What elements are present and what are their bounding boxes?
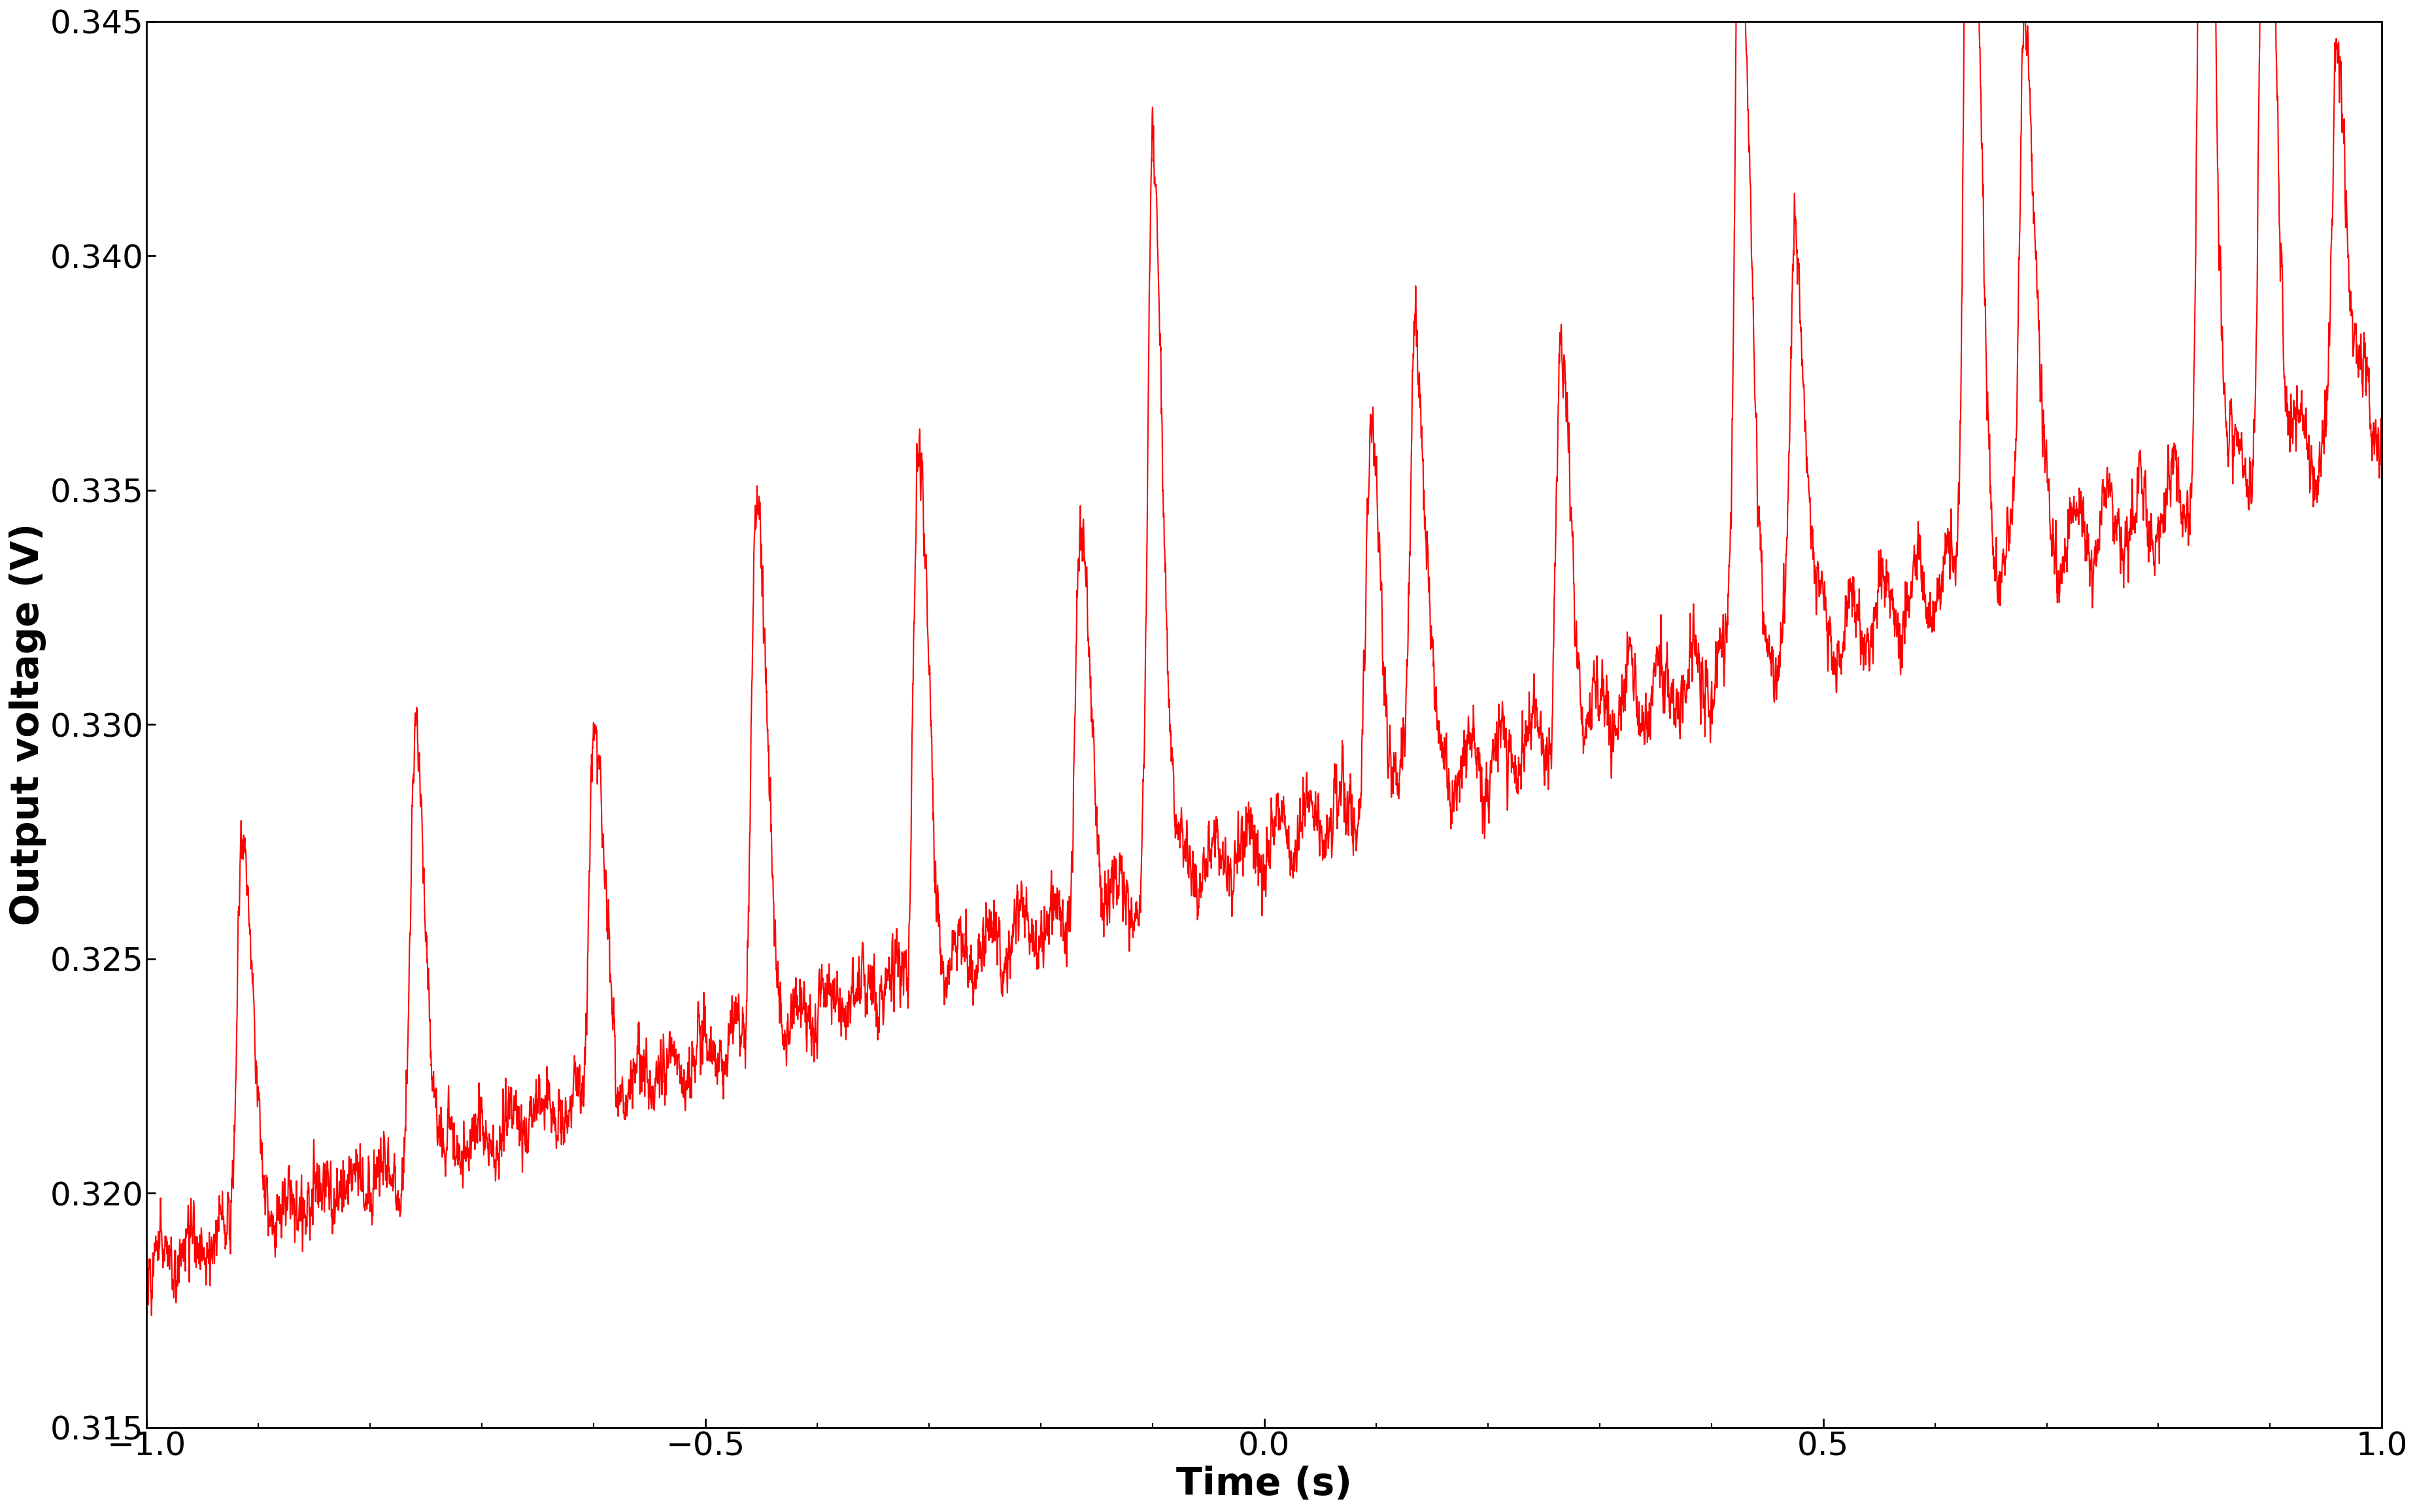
- X-axis label: Time (s): Time (s): [1177, 1465, 1351, 1503]
- Y-axis label: Output voltage (V): Output voltage (V): [10, 523, 46, 925]
